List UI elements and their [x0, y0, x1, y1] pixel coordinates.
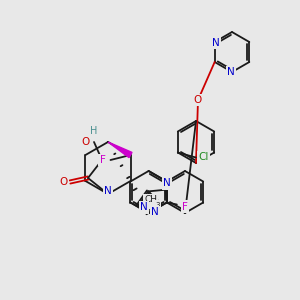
Text: N: N	[140, 202, 148, 212]
Polygon shape	[108, 142, 132, 158]
Text: F: F	[182, 202, 188, 212]
Text: 3: 3	[155, 202, 160, 208]
Text: N: N	[163, 178, 171, 188]
Text: O: O	[194, 95, 202, 105]
Text: N: N	[212, 38, 220, 48]
Text: N: N	[227, 67, 235, 77]
Text: F: F	[182, 202, 188, 212]
Text: O: O	[60, 177, 68, 187]
Text: N: N	[151, 207, 158, 217]
Text: N: N	[212, 38, 220, 48]
Text: Cl: Cl	[199, 152, 209, 163]
Text: N: N	[104, 186, 112, 196]
Text: F: F	[100, 155, 106, 165]
Text: F: F	[100, 155, 106, 165]
Text: N: N	[227, 67, 235, 77]
Text: N: N	[104, 186, 112, 196]
Text: N: N	[151, 207, 158, 217]
Text: N: N	[163, 178, 171, 188]
Text: O: O	[60, 177, 68, 187]
Text: O: O	[82, 137, 90, 147]
Text: O: O	[194, 95, 202, 105]
Text: H: H	[90, 126, 98, 136]
Text: CH: CH	[144, 195, 157, 204]
Text: Cl: Cl	[199, 152, 209, 163]
Text: O: O	[82, 137, 90, 147]
Text: H: H	[90, 126, 98, 136]
Text: N: N	[140, 202, 148, 212]
